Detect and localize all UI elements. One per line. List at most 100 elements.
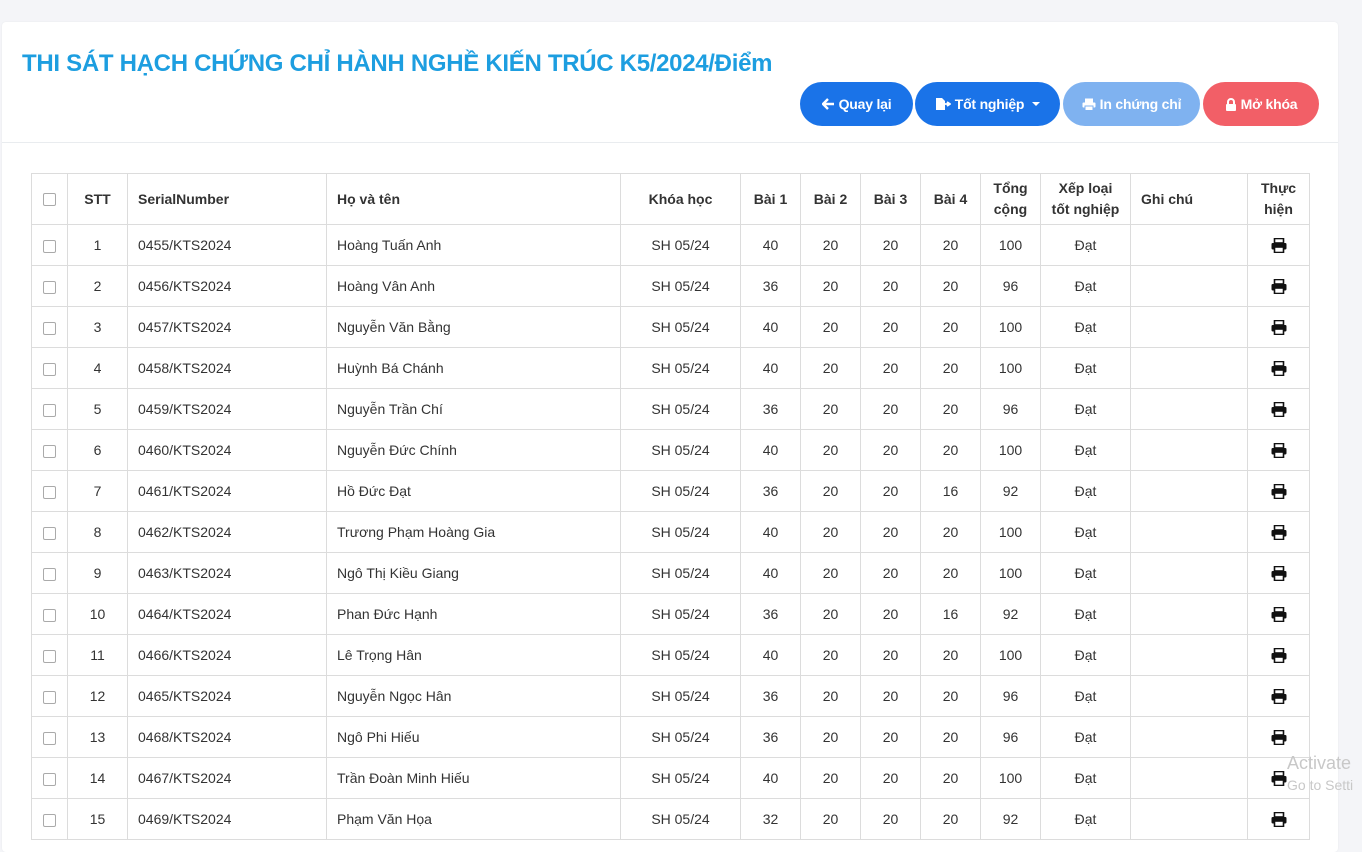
print-row-button[interactable] [1271, 278, 1287, 295]
print-row-button[interactable] [1271, 360, 1287, 377]
cell-b1: 36 [740, 265, 801, 307]
graduation-dropdown-button[interactable]: Tốt nghiệp [915, 82, 1060, 126]
cell-total: 100 [980, 552, 1041, 594]
cell-course: SH 05/24 [620, 388, 741, 430]
cell-note [1130, 552, 1248, 594]
cell-stt: 8 [67, 511, 128, 553]
cell-course: SH 05/24 [620, 429, 741, 471]
row-checkbox-cell [31, 511, 68, 553]
row-checkbox[interactable] [43, 485, 56, 499]
print-certificate-button[interactable]: In chứng chỉ [1063, 82, 1200, 126]
unlock-button[interactable]: Mở khóa [1203, 82, 1319, 126]
cell-course: SH 05/24 [620, 224, 741, 266]
row-checkbox[interactable] [43, 321, 56, 335]
table-row: 10 0464/KTS2024 Phan Đức Hạnh SH 05/24 36 20 2… [31, 593, 1310, 635]
print-row-button[interactable] [1271, 483, 1287, 500]
row-checkbox-cell [31, 757, 68, 799]
col-name[interactable]: Họ và tên [326, 173, 621, 225]
cell-b2: 20 [800, 716, 861, 758]
lock-icon [1225, 97, 1236, 111]
caret-down-icon [1032, 102, 1041, 106]
cell-b4: 20 [920, 798, 981, 840]
col-serial[interactable]: SerialNumber [127, 173, 327, 225]
cell-b4: 16 [920, 470, 981, 512]
row-checkbox[interactable] [43, 280, 56, 294]
row-checkbox[interactable] [43, 608, 56, 622]
cell-note [1130, 757, 1248, 799]
cell-name: Phạm Văn Họa [326, 798, 621, 840]
col-b4[interactable]: Bài 4 [920, 173, 981, 225]
row-checkbox[interactable] [43, 239, 56, 253]
print-row-button[interactable] [1271, 319, 1287, 336]
col-note[interactable]: Ghi chú [1130, 173, 1248, 225]
cell-serial: 0457/KTS2024 [127, 306, 327, 348]
print-row-button[interactable] [1271, 565, 1287, 582]
col-course[interactable]: Khóa học [620, 173, 741, 225]
row-checkbox-cell [31, 470, 68, 512]
cell-name: Huỳnh Bá Chánh [326, 347, 621, 389]
print-row-button[interactable] [1271, 688, 1287, 705]
row-checkbox[interactable] [43, 690, 56, 704]
row-checkbox[interactable] [43, 731, 56, 745]
cell-stt: 3 [67, 306, 128, 348]
cell-b2: 20 [800, 265, 861, 307]
cell-note [1130, 306, 1248, 348]
cell-b1: 36 [740, 593, 801, 635]
cell-b1: 36 [740, 470, 801, 512]
col-grade[interactable]: Xếp loại tốt nghiệp [1040, 173, 1131, 225]
cell-b3: 20 [860, 388, 921, 430]
printer-icon [1271, 361, 1286, 377]
activate-windows-watermark: Activate Go to Setti [1287, 752, 1353, 796]
col-total[interactable]: Tổng cộng [980, 173, 1041, 225]
printer-icon [1271, 648, 1286, 664]
cell-grade: Đạt [1040, 552, 1131, 594]
printer-icon [1271, 771, 1286, 787]
row-checkbox[interactable] [43, 362, 56, 376]
print-row-button[interactable] [1271, 401, 1287, 418]
row-checkbox[interactable] [43, 813, 56, 827]
table-row: 3 0457/KTS2024 Nguyễn Văn Bằng SH 05/24 40 20… [31, 306, 1310, 348]
cell-grade: Đạt [1040, 798, 1131, 840]
row-checkbox[interactable] [43, 526, 56, 540]
cell-course: SH 05/24 [620, 306, 741, 348]
cell-b1: 40 [740, 306, 801, 348]
print-row-button[interactable] [1271, 729, 1287, 746]
cell-stt: 6 [67, 429, 128, 471]
row-checkbox[interactable] [43, 444, 56, 458]
cell-action [1247, 306, 1310, 348]
cell-b1: 40 [740, 347, 801, 389]
cell-b4: 20 [920, 511, 981, 553]
print-row-button[interactable] [1271, 770, 1287, 787]
cell-b4: 20 [920, 388, 981, 430]
row-checkbox[interactable] [43, 772, 56, 786]
col-stt[interactable]: STT [67, 173, 128, 225]
cell-b3: 20 [860, 265, 921, 307]
col-b1[interactable]: Bài 1 [740, 173, 801, 225]
print-row-button[interactable] [1271, 647, 1287, 664]
row-checkbox-cell [31, 388, 68, 430]
cell-b4: 20 [920, 224, 981, 266]
row-checkbox[interactable] [43, 567, 56, 581]
print-row-button[interactable] [1271, 442, 1287, 459]
table-row: 8 0462/KTS2024 Trương Phạm Hoàng Gia SH 05/… [31, 511, 1310, 553]
cell-grade: Đạt [1040, 306, 1131, 348]
cell-name: Hồ Đức Đạt [326, 470, 621, 512]
back-button[interactable]: Quay lại [800, 82, 913, 126]
cell-name: Ngô Thị Kiều Giang [326, 552, 621, 594]
printer-icon [1082, 98, 1096, 111]
cell-course: SH 05/24 [620, 470, 741, 512]
col-b2[interactable]: Bài 2 [800, 173, 861, 225]
print-certificate-label: In chứng chỉ [1099, 96, 1182, 112]
print-row-button[interactable] [1271, 237, 1287, 254]
cell-course: SH 05/24 [620, 593, 741, 635]
row-checkbox[interactable] [43, 403, 56, 417]
row-checkbox[interactable] [43, 649, 56, 663]
print-row-button[interactable] [1271, 811, 1287, 828]
cell-action [1247, 470, 1310, 512]
print-row-button[interactable] [1271, 524, 1287, 541]
print-row-button[interactable] [1271, 606, 1287, 623]
cell-total: 100 [980, 511, 1041, 553]
table-row: 14 0467/KTS2024 Trần Đoàn Minh Hiếu SH 05/2… [31, 757, 1310, 799]
select-all-checkbox[interactable] [43, 193, 56, 207]
col-b3[interactable]: Bài 3 [860, 173, 921, 225]
